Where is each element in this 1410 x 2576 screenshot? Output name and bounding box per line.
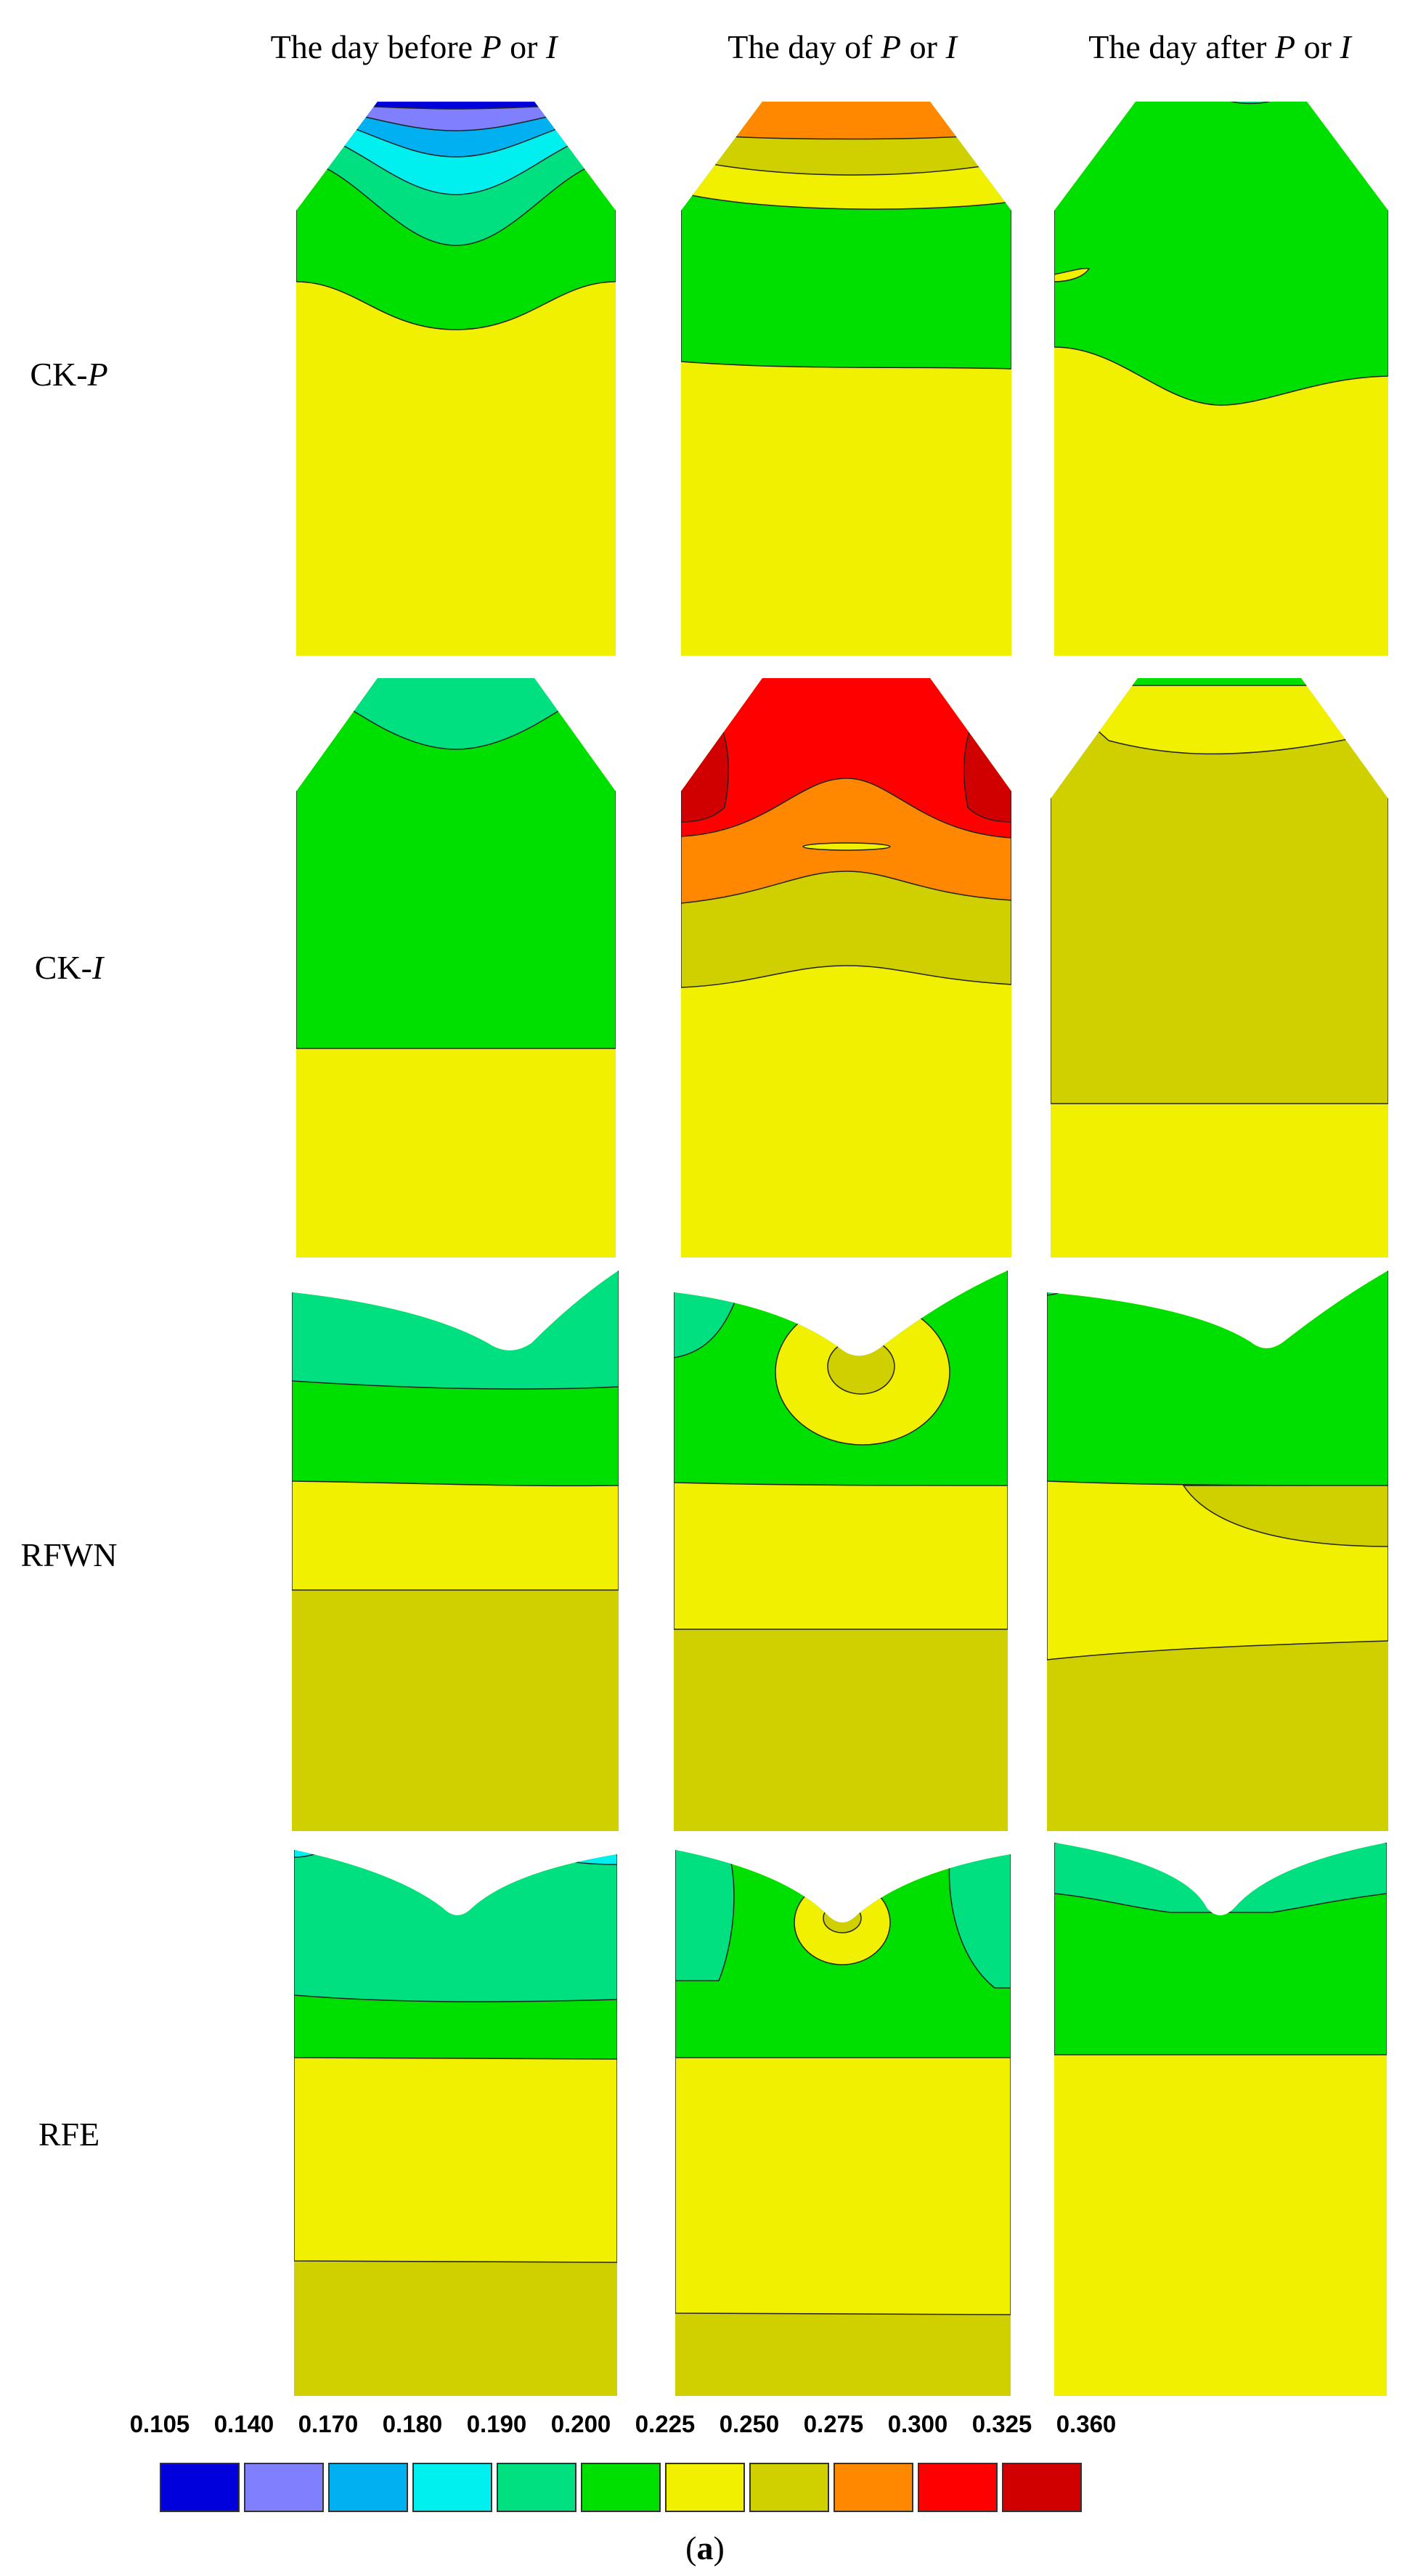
contour-rfwn-day-of <box>674 1271 1008 1831</box>
figure-caption: (a) <box>685 2530 725 2567</box>
contour-rfwn-day-after <box>1047 1271 1388 1831</box>
contour-rfwn-day-before <box>292 1271 619 1831</box>
panel-rfe-day-before <box>294 1843 617 2396</box>
legend-value: 0.105 <box>129 2410 190 2437</box>
contour-ck-p-day-of <box>681 102 1011 656</box>
row-label-ck-p: CK-P <box>30 356 108 393</box>
legend-value: 0.300 <box>887 2410 948 2437</box>
legend-swatch <box>918 2463 998 2512</box>
contour-ck-p-day-before <box>296 102 616 656</box>
contour-rfe-day-before <box>294 1850 617 2396</box>
legend-swatch <box>244 2463 324 2512</box>
legend-value: 0.250 <box>719 2410 780 2437</box>
panel-rfwn-day-before <box>292 1271 619 1831</box>
legend-value: 0.325 <box>971 2410 1032 2437</box>
legend-value: 0.190 <box>466 2410 527 2437</box>
contour-ck-i-day-of <box>681 678 1011 1258</box>
contour-ck-i-day-before <box>296 678 616 1258</box>
legend-value: 0.225 <box>635 2410 696 2437</box>
panel-ck-i-day-after <box>1051 677 1388 1258</box>
legend-swatch <box>497 2463 576 2512</box>
legend-colorbar <box>160 2463 1091 2515</box>
contour-rfe-day-of <box>675 1850 1011 2396</box>
legend-value: 0.180 <box>382 2410 443 2437</box>
legend-value: 0.200 <box>550 2410 611 2437</box>
contour-ck-p-day-after <box>1054 102 1388 656</box>
contour-rfe-day-after <box>1054 1843 1387 2396</box>
row-label-rfe: RFE <box>38 2116 100 2153</box>
panel-ck-p-day-before <box>296 100 616 656</box>
legend-values: 0.105 0.140 0.170 0.180 0.190 0.200 0.22… <box>109 2410 1140 2447</box>
column-title-day-after: The day after P or I <box>1088 28 1351 65</box>
legend-value: 0.140 <box>213 2410 274 2437</box>
legend-value: 0.360 <box>1056 2410 1117 2437</box>
legend-swatch <box>749 2463 829 2512</box>
legend-swatch <box>412 2463 492 2512</box>
panel-ck-i-day-of <box>681 677 1011 1258</box>
panel-ck-i-day-before <box>296 677 616 1258</box>
row-label-ck-i: CK-I <box>34 949 104 986</box>
legend-value: 0.170 <box>298 2410 359 2437</box>
panel-rfe-day-after <box>1054 1843 1387 2396</box>
legend-swatch <box>1002 2463 1082 2512</box>
legend-swatch <box>581 2463 661 2512</box>
panel-ck-p-day-of <box>681 100 1011 656</box>
column-title-day-before: The day before P or I <box>270 28 558 65</box>
contour-ck-i-day-after <box>1051 678 1388 1258</box>
legend-value: 0.275 <box>803 2410 864 2437</box>
legend-swatch <box>834 2463 913 2512</box>
legend-swatch <box>160 2463 240 2512</box>
legend-swatch <box>665 2463 745 2512</box>
panel-rfwn-day-after <box>1047 1271 1388 1831</box>
panel-rfwn-day-of <box>674 1271 1008 1831</box>
legend-swatch <box>328 2463 408 2512</box>
column-title-day-of: The day of P or I <box>728 28 957 65</box>
row-label-rfwn: RFWN <box>20 1536 118 1573</box>
panel-rfe-day-of <box>675 1843 1011 2396</box>
panel-ck-p-day-after <box>1054 100 1388 656</box>
